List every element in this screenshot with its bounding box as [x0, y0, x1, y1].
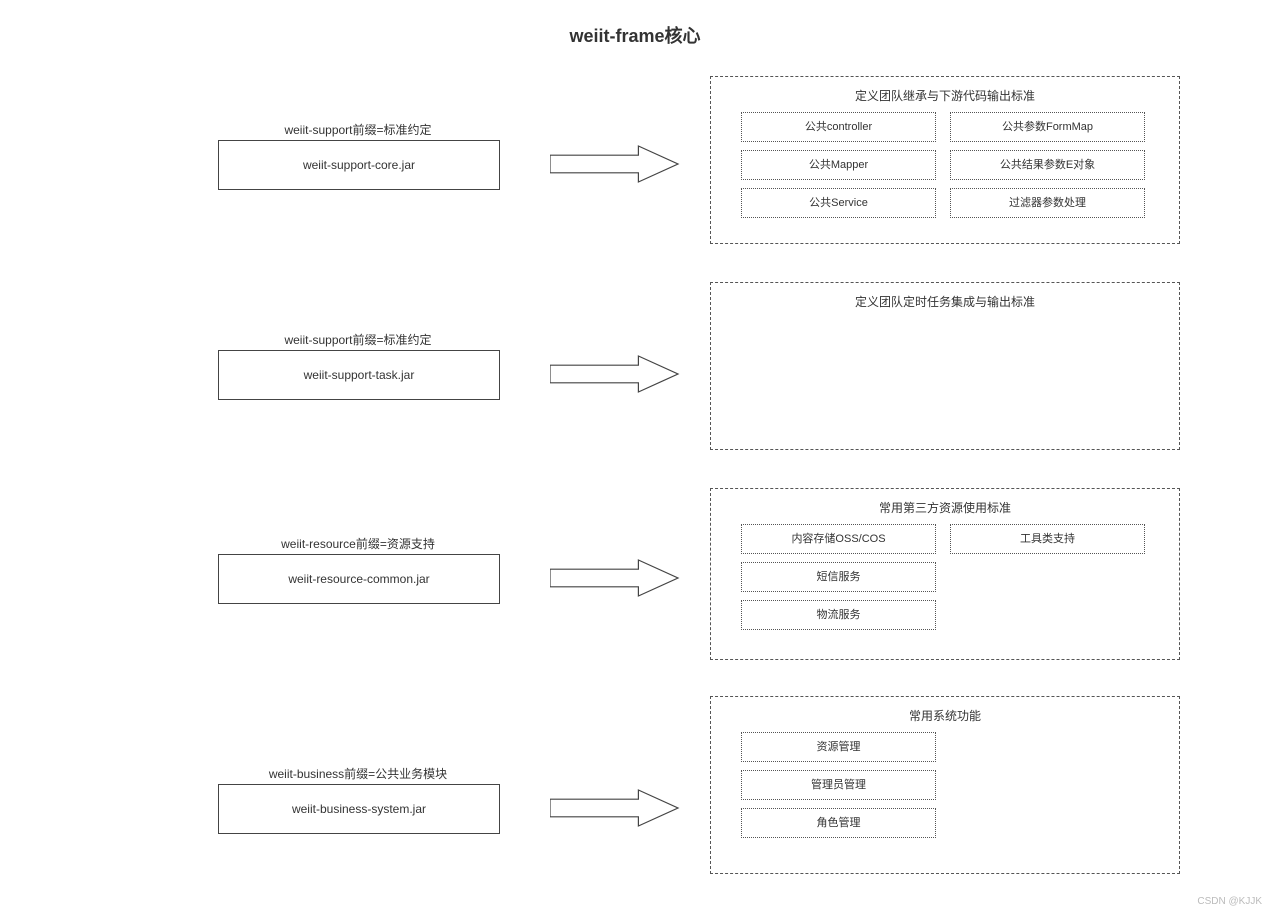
feature-box: 管理员管理	[741, 770, 936, 800]
description-panel: 定义团队继承与下游代码输出标准公共controller公共参数FormMap公共…	[710, 76, 1180, 244]
feature-box: 内容存储OSS/COS	[741, 524, 936, 554]
feature-box: 短信服务	[741, 562, 936, 592]
arrow-icon	[550, 788, 680, 828]
description-panel: 常用第三方资源使用标准内容存储OSS/COS 工具类支持短信服务物流服务	[710, 488, 1180, 660]
module-label: weiit-support前缀=标准约定	[218, 331, 498, 348]
watermark: CSDN @KJJK	[1197, 896, 1262, 907]
feature-box: 公共参数FormMap	[950, 112, 1145, 142]
diagram-title: weiit-frame核心	[0, 22, 1270, 48]
spacer	[950, 562, 1145, 592]
description-panel: 常用系统功能资源管理管理员管理角色管理	[710, 696, 1180, 874]
feature-box: 公共Service	[741, 188, 936, 218]
inner-grid: 资源管理管理员管理角色管理	[711, 732, 1179, 852]
spacer	[950, 732, 1145, 762]
module-label: weiit-business前缀=公共业务模块	[218, 765, 498, 782]
module-jar-box: weiit-support-task.jar	[218, 350, 500, 400]
panel-title: 常用第三方资源使用标准	[711, 489, 1179, 524]
panel-title: 定义团队继承与下游代码输出标准	[711, 77, 1179, 112]
feature-box: 公共结果参数E对象	[950, 150, 1145, 180]
arrow-icon	[550, 558, 680, 598]
module-jar-box: weiit-business-system.jar	[218, 784, 500, 834]
arrow-icon	[550, 144, 680, 184]
feature-box: 过滤器参数处理	[950, 188, 1145, 218]
feature-box: 物流服务	[741, 600, 936, 630]
description-panel: 定义团队定时任务集成与输出标准	[710, 282, 1180, 450]
panel-title: 常用系统功能	[711, 697, 1179, 732]
module-jar-box: weiit-resource-common.jar	[218, 554, 500, 604]
module-jar-box: weiit-support-core.jar	[218, 140, 500, 190]
panel-title: 定义团队定时任务集成与输出标准	[711, 283, 1179, 318]
inner-grid: 内容存储OSS/COS 工具类支持短信服务物流服务	[711, 524, 1179, 644]
arrow-icon	[550, 354, 680, 394]
feature-box: 公共controller	[741, 112, 936, 142]
module-label: weiit-support前缀=标准约定	[218, 121, 498, 138]
feature-box: 公共Mapper	[741, 150, 936, 180]
inner-grid: 公共controller 公共参数FormMap 公共Mapper 公共结果参数E对象…	[711, 112, 1179, 232]
feature-box: 资源管理	[741, 732, 936, 762]
feature-box: 工具类支持	[950, 524, 1145, 554]
module-label: weiit-resource前缀=资源支持	[218, 535, 498, 552]
feature-box: 角色管理	[741, 808, 936, 838]
spacer	[950, 770, 1145, 800]
